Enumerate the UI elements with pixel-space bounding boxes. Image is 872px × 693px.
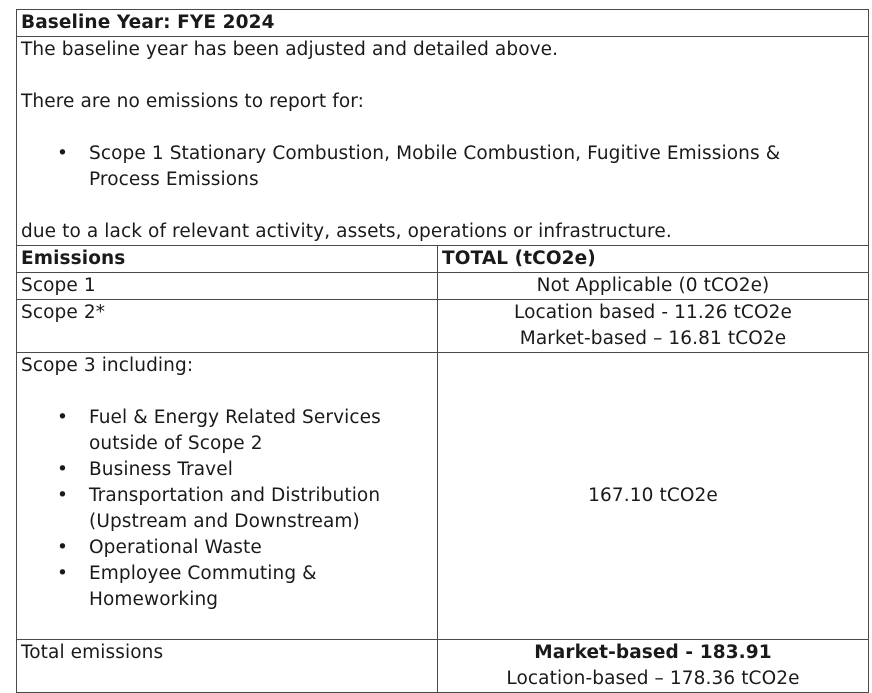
col-header-emissions: Emissions: [16, 245, 438, 273]
table-row: Scope 1 Not Applicable (0 tCO2e): [16, 272, 870, 300]
bullet-icon: •: [57, 563, 69, 584]
no-emissions-list: • Scope 1 Stationary Combustion, Mobile …: [21, 141, 864, 193]
list-item: • Fuel & Energy Related Services outside…: [57, 407, 381, 454]
list-item: • Employee Commuting & Homeworking: [57, 563, 317, 610]
col-header-total: TOTAL (tCO2e): [436, 245, 870, 273]
bullet-icon: •: [57, 485, 69, 506]
scope3-cell: Scope 3 including: • Fuel & Energy Relat…: [16, 352, 438, 640]
title-row: Baseline Year: FYE 2024: [15, 9, 870, 37]
bullet-icon: •: [57, 537, 69, 558]
list-item: • Business Travel: [21, 457, 433, 483]
scope3-label: Scope 3 including:: [21, 355, 194, 376]
header-row: Emissions TOTAL (tCO2e): [16, 245, 870, 273]
baseline-year-title: Baseline Year: FYE 2024: [15, 9, 870, 37]
total-market-value: Market-based - 183.91: [534, 642, 772, 663]
scope1-label: Scope 1: [16, 272, 438, 300]
table-row: Scope 3 including: • Fuel & Energy Relat…: [16, 352, 870, 640]
total-label: Total emissions: [16, 639, 438, 693]
scope2-label: Scope 2*: [16, 299, 438, 353]
emissions-report-table: Baseline Year: FYE 2024 The baseline yea…: [15, 9, 870, 693]
scope2-value: Location based - 11.26 tCO2e Market-base…: [436, 299, 870, 353]
intro-line-no-emissions: There are no emissions to report for:: [21, 91, 364, 112]
total-row: Total emissions Market-based - 183.91 Lo…: [16, 639, 870, 693]
table-row: Scope 2* Location based - 11.26 tCO2e Ma…: [16, 299, 870, 353]
bullet-icon: •: [57, 407, 69, 428]
intro-row: The baseline year has been adjusted and …: [15, 36, 870, 246]
list-item: • Transportation and Distribution (Upstr…: [57, 485, 381, 532]
total-location-value: Location-based – 178.36 tCO2e: [506, 668, 800, 689]
scope2-market-value: Market-based – 16.81 tCO2e: [519, 328, 787, 349]
bullet-icon: •: [57, 459, 69, 480]
intro-cell: The baseline year has been adjusted and …: [15, 36, 870, 246]
intro-line-adjusted: The baseline year has been adjusted and …: [21, 39, 559, 60]
total-value: Market-based - 183.91 Location-based – 1…: [436, 639, 870, 693]
bullet-icon: •: [57, 143, 69, 164]
list-item: • Operational Waste: [21, 535, 433, 561]
scope3-value: 167.10 tCO2e: [436, 352, 870, 640]
list-item: • Scope 1 Stationary Combustion, Mobile …: [57, 143, 781, 190]
scope2-location-value: Location based - 11.26 tCO2e: [514, 302, 792, 323]
intro-line-reason: due to a lack of relevant activity, asse…: [21, 221, 672, 242]
scope1-value: Not Applicable (0 tCO2e): [436, 272, 870, 300]
scope3-list: • Fuel & Energy Related Services outside…: [21, 405, 433, 613]
